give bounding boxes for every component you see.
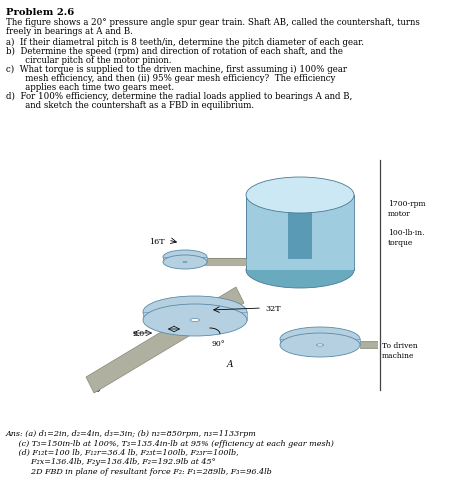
Ellipse shape xyxy=(280,333,360,357)
Text: To driven
machine: To driven machine xyxy=(382,342,418,360)
Text: 2D FBD in plane of resultant force F₂: F₁=289lb, F₃=96.4lb: 2D FBD in plane of resultant force F₂: F… xyxy=(6,468,272,476)
Text: F₂x=136.4lb, F₂y=136.4lb, F₂=192.9lb at 45°: F₂x=136.4lb, F₂y=136.4lb, F₂=192.9lb at … xyxy=(6,458,216,467)
Ellipse shape xyxy=(317,344,324,346)
Text: c)  What torque is supplied to the driven machine, first assuming i) 100% gear: c) What torque is supplied to the driven… xyxy=(6,65,347,74)
Text: 90°: 90° xyxy=(211,340,225,348)
Text: 32T: 32T xyxy=(265,305,281,313)
Text: d)  For 100% efficiency, determine the radial loads applied to bearings A and B,: d) For 100% efficiency, determine the ra… xyxy=(6,92,352,101)
Polygon shape xyxy=(280,339,360,345)
Ellipse shape xyxy=(143,296,247,328)
Text: 2.0°: 2.0° xyxy=(132,330,148,338)
Text: freely in bearings at A and B.: freely in bearings at A and B. xyxy=(6,27,133,36)
Text: (d) F₁₂t=100 lb, F₁₂r=36.4 lb, F₂₃t=100lb, F₂₃r=100lb,: (d) F₁₂t=100 lb, F₁₂r=36.4 lb, F₂₃t=100l… xyxy=(6,449,238,457)
Text: a)  If their diametral pitch is 8 teeth/in, determine the pitch diameter of each: a) If their diametral pitch is 8 teeth/i… xyxy=(6,38,364,47)
Ellipse shape xyxy=(191,318,200,321)
Text: Ans: (a) d₁=2in, d₂=4in, d₃=3in; (b) n₂=850rpm, n₃=1133rpm: Ans: (a) d₁=2in, d₂=4in, d₃=3in; (b) n₂=… xyxy=(6,430,257,438)
Polygon shape xyxy=(288,206,312,259)
Text: (c) T₃=150in-lb at 100%, T₃=135.4in-lb at 95% (efficiency at each gear mesh): (c) T₃=150in-lb at 100%, T₃=135.4in-lb a… xyxy=(6,439,334,447)
Text: A: A xyxy=(227,360,233,369)
Text: 1700-rpm
motor

100-lb·in.
torque: 1700-rpm motor 100-lb·in. torque xyxy=(388,200,426,247)
Text: Problem 2.6: Problem 2.6 xyxy=(6,8,74,17)
Text: applies each time two gears meet.: applies each time two gears meet. xyxy=(6,83,174,92)
Ellipse shape xyxy=(143,304,247,336)
Text: B: B xyxy=(93,385,100,394)
Polygon shape xyxy=(246,195,354,270)
Text: and sketch the countershaft as a FBD in equilibrium.: and sketch the countershaft as a FBD in … xyxy=(6,101,254,110)
Text: mesh efficiency, and then (ii) 95% gear mesh efficiency?  The efficiency: mesh efficiency, and then (ii) 95% gear … xyxy=(6,74,336,83)
Text: The figure shows a 20° pressure angle spur gear train. Shaft AB, called the coun: The figure shows a 20° pressure angle sp… xyxy=(6,18,420,27)
Polygon shape xyxy=(86,287,244,393)
Ellipse shape xyxy=(163,250,207,264)
Text: circular pitch of the motor pinion.: circular pitch of the motor pinion. xyxy=(6,56,172,65)
Text: 24T: 24T xyxy=(292,333,308,341)
Polygon shape xyxy=(163,257,207,262)
Text: 1": 1" xyxy=(172,326,180,334)
Text: b)  Determine the speed (rpm) and direction of rotation of each shaft, and the: b) Determine the speed (rpm) and directi… xyxy=(6,47,343,56)
Ellipse shape xyxy=(246,252,354,288)
Ellipse shape xyxy=(163,255,207,269)
Polygon shape xyxy=(143,312,247,320)
Ellipse shape xyxy=(183,261,187,262)
Ellipse shape xyxy=(246,177,354,213)
Ellipse shape xyxy=(280,327,360,351)
Text: 16T: 16T xyxy=(149,238,165,246)
